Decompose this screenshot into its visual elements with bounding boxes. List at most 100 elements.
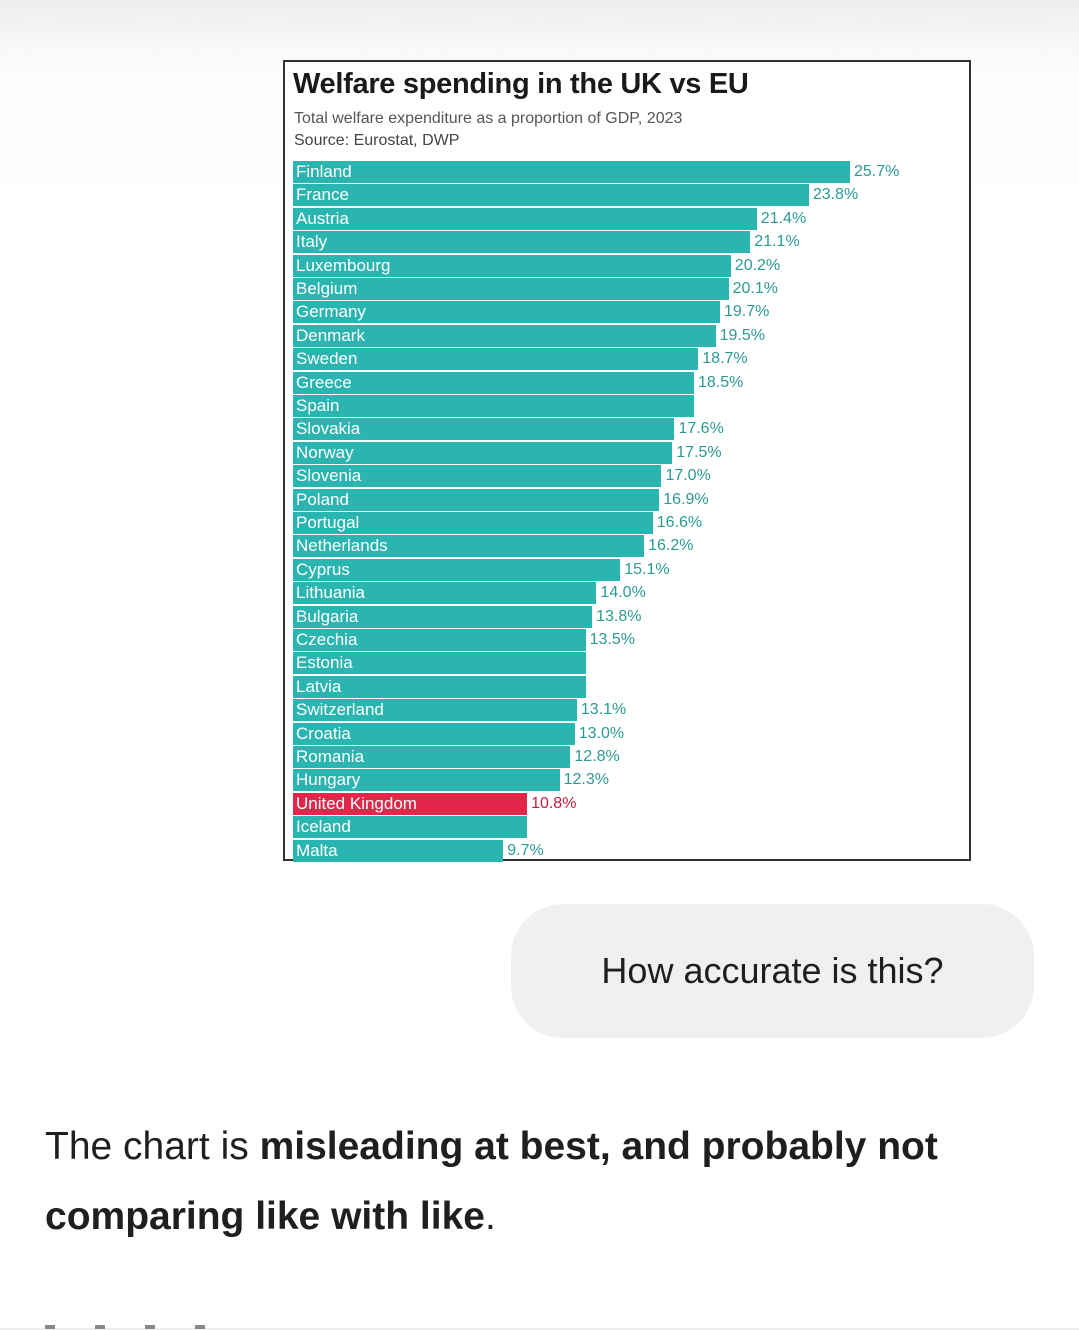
bar-label: Hungary [296,770,361,790]
chart-title: Welfare spending in the UK vs EU [293,68,749,100]
bar-row: Slovakia 17.6% [293,418,965,441]
bar-value-label: 25.7% [854,163,900,180]
bar-label: Slovenia [296,466,362,486]
bar: France [293,184,809,207]
bar: Bulgaria [293,605,593,628]
bar-value-label: 13.5% [589,631,635,648]
bar-row: Italy 21.1% [293,231,965,254]
bar-row: Finland 25.7% [293,161,965,184]
bar-row: Bulgaria 13.8% [293,605,965,629]
bar-row: Latvia [293,675,965,699]
bar: United Kingdom [293,792,528,815]
bar-label: Belgium [296,279,358,298]
bar-value-label: 23.8% [812,186,859,204]
bar-label: Romania [296,747,365,766]
bar-row: Croatia 13.0% [293,722,965,746]
bar-row: Czechia 13.5% [293,629,965,652]
bar-row: Cyprus 15.1% [293,558,965,582]
bar-row: Sweden 18.7% [293,348,965,371]
bar-label: Poland [296,489,349,509]
bar-row: Netherlands 16.2% [293,535,965,558]
bar: Sweden [293,348,699,371]
bar-value-label: 10.8% [531,794,577,812]
bar-row: Malta 9.7% [293,839,965,863]
bar-label: Lithuania [296,583,366,603]
bar: Cyprus [293,558,621,581]
bar: Estonia [293,652,586,675]
bar-label: Switzerland [296,700,384,720]
bar-row: Spain [293,395,965,418]
bar-row: Portugal 16.6% [293,512,965,535]
bar-value-label: 12.3% [563,771,609,789]
bar-plot: Finland 25.7% France 23.8% Austria 21.4% Italy… [293,161,965,863]
bar: Iceland [293,816,528,839]
bar-label: Estonia [296,653,353,673]
bar-value-label: 20.1% [732,280,778,297]
bar-row: Switzerland 13.1% [293,699,965,722]
bar: Slovakia [293,418,675,441]
bar: Spain [293,395,694,417]
bar-label: Denmark [296,325,365,345]
bar-label: Norway [296,442,354,462]
bar-value-label: 13.0% [578,724,625,742]
bar-label: Iceland [296,817,351,837]
user-message-bubble: How accurate is this? [511,904,1034,1038]
bar: Lithuania [293,582,597,605]
bar: Hungary [293,769,560,792]
bar: Switzerland [293,699,577,722]
bar-value-label: 21.4% [760,209,807,227]
bar-label: Netherlands [296,536,388,556]
bar: Belgium [293,278,729,300]
assistant-response: The chart is misleading at best, and pro… [45,1112,1055,1252]
bar-label: Bulgaria [296,606,359,626]
bar-label: Germany [296,302,366,322]
bar-row: Hungary 12.3% [293,769,965,792]
bar-value-label: 17.5% [676,443,722,461]
bar-label: Austria [296,208,349,228]
bar: Greece [293,371,694,394]
bar-row: Germany 19.7% [293,301,965,324]
bar-label: Cyprus [296,559,350,579]
bar-value-label: 20.2% [734,256,781,274]
bar: Italy [293,231,751,254]
bar-value-label: 16.6% [656,514,703,531]
bar-value-label: 18.5% [697,373,744,391]
bar-value-label: 13.8% [596,607,642,625]
bar-row: Austria 21.4% [293,207,965,231]
bar-value-label: 14.0% [600,584,646,602]
bar-label: Italy [296,232,328,252]
bar: Portugal [293,512,653,534]
bar-label: Czechia [296,630,358,649]
bar-label: Slovakia [296,419,361,439]
bar-label: Spain [296,396,340,415]
bar: Finland [293,161,850,183]
bar-row: United Kingdom 10.8% [293,792,965,816]
bar-row: Estonia [293,652,965,675]
bar-label: Luxembourg [296,255,391,275]
bar-row: Romania 12.8% [293,746,965,769]
bar-value-label: 18.7% [702,350,748,368]
bar: Luxembourg [293,254,731,277]
bar-row: Iceland [293,816,965,839]
bar-value-label: 17.6% [678,420,724,438]
bar: Malta [293,839,504,862]
bar: Czechia [293,629,586,651]
bar-value-label: 16.9% [663,490,709,508]
user-message-text: How accurate is this? [601,950,944,991]
response-bold-text: misleading at best, and probably not com… [45,1125,938,1238]
bar: Poland [293,488,660,511]
bar-label: United Kingdom [296,793,417,813]
bar-label: Malta [296,840,338,860]
bar-label: Croatia [296,723,351,743]
bar-value-label: 19.7% [723,303,770,321]
bar-label: Greece [296,372,352,392]
bar: Denmark [293,324,716,347]
bar-label: Portugal [296,513,360,532]
bar-row: Norway 17.5% [293,441,965,465]
chart-subtitle: Total welfare expenditure as a proportio… [294,110,683,127]
bar-label: Finland [296,162,352,181]
bar-value-label: 16.2% [648,537,694,555]
bar-row: Belgium 20.1% [293,278,965,301]
cut-off-text [45,1316,305,1330]
bar-value-label: 17.0% [665,467,711,485]
